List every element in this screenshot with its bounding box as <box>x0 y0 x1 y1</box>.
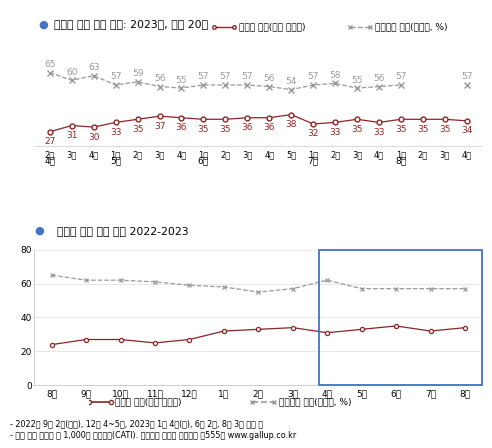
Text: 2주: 2주 <box>132 151 143 159</box>
Text: 59: 59 <box>132 69 143 78</box>
Text: 57: 57 <box>242 73 253 82</box>
Text: 57: 57 <box>110 73 122 82</box>
Text: 7월: 7월 <box>308 157 319 166</box>
Text: 대통령 직무 수행 평가 2022-2023: 대통령 직무 수행 평가 2022-2023 <box>57 226 188 236</box>
Text: 33: 33 <box>110 128 122 137</box>
Text: 1주: 1주 <box>111 151 121 159</box>
Text: 4주: 4주 <box>176 151 186 159</box>
Text: 55: 55 <box>351 76 363 85</box>
Text: 63: 63 <box>88 63 99 72</box>
Text: 5월: 5월 <box>110 157 121 166</box>
Text: 33: 33 <box>329 128 341 137</box>
Bar <box>319 250 482 385</box>
Text: 33: 33 <box>373 128 385 137</box>
Text: 3주: 3주 <box>66 151 77 159</box>
Text: 58: 58 <box>329 71 341 80</box>
Text: - 매주 전국 유권자 약 1,000명 전화조사(CATI). 한국갤럽 데일리 오피니언 제555호 www.gallup.co.kr: - 매주 전국 유권자 약 1,000명 전화조사(CATI). 한국갤럽 데일… <box>10 431 296 440</box>
Text: 55: 55 <box>176 76 187 85</box>
Text: 2주: 2주 <box>220 151 231 159</box>
Text: 54: 54 <box>285 77 297 86</box>
Text: 4주: 4주 <box>89 151 99 159</box>
Text: 57: 57 <box>219 73 231 82</box>
Text: 35: 35 <box>198 125 209 134</box>
Text: 57: 57 <box>461 73 472 82</box>
Text: - 2022년 9월 2주(추석), 12월 4~5주, 2023년 1월 4주(설), 6월 2주, 8월 3주 조사 쉼: - 2022년 9월 2주(추석), 12월 4~5주, 2023년 1월 4주… <box>10 419 263 428</box>
Text: 2주: 2주 <box>330 151 340 159</box>
Text: 35: 35 <box>351 125 363 134</box>
Text: 35: 35 <box>132 125 143 134</box>
Text: 36: 36 <box>176 123 187 132</box>
Text: 5주: 5주 <box>286 151 296 159</box>
Text: 잘못하고 있다(부정률, %): 잘못하고 있다(부정률, %) <box>374 23 447 32</box>
Text: 4월: 4월 <box>44 157 55 166</box>
Text: 36: 36 <box>264 123 275 132</box>
Text: ●: ● <box>34 226 44 236</box>
Text: 36: 36 <box>242 123 253 132</box>
Text: 2주: 2주 <box>418 151 428 159</box>
Text: 31: 31 <box>66 131 78 140</box>
Text: 35: 35 <box>219 125 231 134</box>
Text: 60: 60 <box>66 68 78 77</box>
Text: 32: 32 <box>308 129 319 138</box>
Text: 27: 27 <box>44 137 56 146</box>
Text: 1주: 1주 <box>198 151 209 159</box>
Text: 8월: 8월 <box>396 157 406 166</box>
Text: 65: 65 <box>44 60 56 69</box>
Text: 57: 57 <box>395 73 407 82</box>
Text: 3주: 3주 <box>440 151 450 159</box>
Text: 56: 56 <box>154 74 165 83</box>
Text: 3주: 3주 <box>242 151 252 159</box>
Text: 3주: 3주 <box>352 151 362 159</box>
Text: 4주: 4주 <box>374 151 384 159</box>
Text: 잘하고 있다(직무 긍정률): 잘하고 있다(직무 긍정률) <box>115 397 182 407</box>
Text: 잘하고 있다(직무 긍정률): 잘하고 있다(직무 긍정률) <box>239 23 305 32</box>
Text: 57: 57 <box>308 73 319 82</box>
Text: 57: 57 <box>198 73 209 82</box>
Text: 2주: 2주 <box>45 151 55 159</box>
Text: 잘못하고 있다(부정률, %): 잘못하고 있다(부정률, %) <box>279 397 352 407</box>
Text: 35: 35 <box>439 125 451 134</box>
Text: 대통령 직무 수행 평가: 2023년, 최근 20주: 대통령 직무 수행 평가: 2023년, 최근 20주 <box>54 19 208 30</box>
Text: 56: 56 <box>373 74 385 83</box>
Text: 6월: 6월 <box>198 157 209 166</box>
Text: 4주: 4주 <box>461 151 472 159</box>
Text: 4주: 4주 <box>264 151 275 159</box>
Text: ●: ● <box>39 19 49 30</box>
Text: 37: 37 <box>154 122 165 131</box>
Text: 34: 34 <box>461 126 472 135</box>
Text: 38: 38 <box>285 120 297 129</box>
Text: 56: 56 <box>264 74 275 83</box>
Text: 35: 35 <box>395 125 407 134</box>
Text: 35: 35 <box>417 125 429 134</box>
Text: 30: 30 <box>88 133 99 142</box>
Text: 1주: 1주 <box>308 151 318 159</box>
Text: 3주: 3주 <box>154 151 165 159</box>
Text: 1주: 1주 <box>396 151 406 159</box>
